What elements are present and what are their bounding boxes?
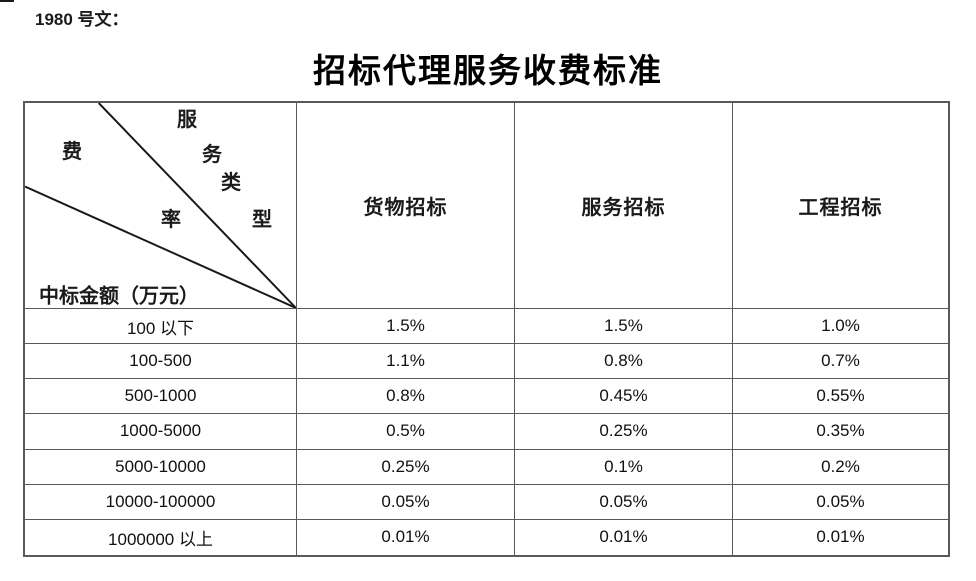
rate-value: 1.5% (604, 316, 643, 336)
rate-value: 0.01% (381, 527, 430, 547)
table-cell: 0.01% (733, 520, 948, 555)
rate-value: 0.7% (821, 351, 860, 371)
table-cell: 0.55% (733, 379, 948, 415)
table-row-amount: 1000-5000 (25, 414, 297, 450)
rate-value: 0.01% (599, 527, 648, 547)
table-cell: 0.5% (297, 414, 515, 450)
table-cell: 0.25% (515, 414, 733, 450)
table-cell: 0.05% (515, 484, 733, 520)
table-cell: 0.7% (733, 344, 948, 380)
table-row-amount: 500-1000 (25, 379, 297, 415)
table-row-amount: 100-500 (25, 344, 297, 380)
amount-range: 100-500 (129, 351, 192, 371)
table-cell: 0.05% (297, 484, 515, 520)
table-cell: 0.01% (297, 519, 515, 555)
table-cell: 0.35% (733, 414, 948, 450)
service-type-char: 务 (202, 144, 222, 166)
page-edge-artifact (0, 0, 14, 2)
service-type-char: 型 (252, 209, 272, 231)
table-cell: 0.2% (733, 450, 948, 485)
rate-value: 1.5% (386, 316, 425, 336)
fee-standard-table: 服 务 类 型 费 率 中标金额（万元） 货物招标 服务招标 工程招标 100 … (23, 101, 950, 557)
document-reference: 1980 号文： (35, 10, 129, 29)
rate-value: 0.01% (816, 527, 865, 547)
table-row-amount: 1000000 以上 (25, 519, 297, 555)
rate-value: 0.05% (816, 491, 865, 511)
table-row-amount: 100 以下 (25, 309, 297, 345)
table-cell: 0.45% (515, 379, 733, 415)
table-cell: 0.01% (515, 519, 733, 555)
rate-value: 0.45% (599, 386, 648, 406)
amount-range: 1000000 以上 (108, 529, 213, 549)
table-cell: 0.1% (515, 449, 733, 485)
rate-value: 1.1% (386, 351, 425, 371)
rate-value: 0.05% (599, 491, 648, 511)
rate-value: 0.8% (386, 386, 425, 406)
rate-value: 0.05% (381, 491, 430, 511)
amount-range: 500-1000 (124, 386, 197, 406)
rate-value: 0.35% (816, 421, 865, 441)
rate-char: 费 (62, 141, 82, 163)
service-type-char: 类 (221, 172, 241, 194)
table-row-amount: 10000-100000 (25, 484, 297, 520)
diagonal-lines (25, 103, 296, 308)
table-cell: 0.8% (297, 379, 515, 415)
rate-value: 0.25% (381, 456, 430, 476)
table-cell: 1.1% (297, 344, 515, 380)
amount-range: 5000-10000 (115, 456, 206, 476)
rate-value: 0.25% (599, 421, 648, 441)
table-cell: 0.25% (297, 449, 515, 485)
table-cell: 1.5% (297, 309, 515, 345)
page-title: 招标代理服务收费标准 (313, 54, 663, 90)
table-cell: 0.05% (733, 485, 948, 520)
service-type-char: 服 (177, 109, 197, 131)
column-header-engineering: 工程招标 (733, 103, 948, 309)
diagonal-header-cell: 服 务 类 型 费 率 中标金额（万元） (25, 103, 297, 309)
amount-range: 1000-5000 (119, 421, 202, 441)
table-cell: 1.0% (733, 309, 948, 345)
amount-range: 100 以下 (126, 318, 195, 338)
rate-value: 0.55% (816, 386, 865, 406)
rate-char: 率 (161, 209, 181, 231)
table-cell: 0.8% (515, 344, 733, 380)
column-header-goods: 货物招标 (297, 103, 515, 309)
rate-value: 1.0% (821, 316, 860, 336)
rate-value: 0.5% (386, 421, 425, 441)
amount-axis-label: 中标金额（万元） (39, 285, 199, 308)
rate-value: 0.1% (604, 456, 643, 476)
rate-value: 0.8% (604, 351, 643, 371)
amount-range: 10000-100000 (105, 491, 216, 511)
column-header-service: 服务招标 (515, 103, 733, 309)
table-cell: 1.5% (515, 309, 733, 345)
table-row-amount: 5000-10000 (25, 449, 297, 485)
rate-value: 0.2% (821, 456, 860, 476)
